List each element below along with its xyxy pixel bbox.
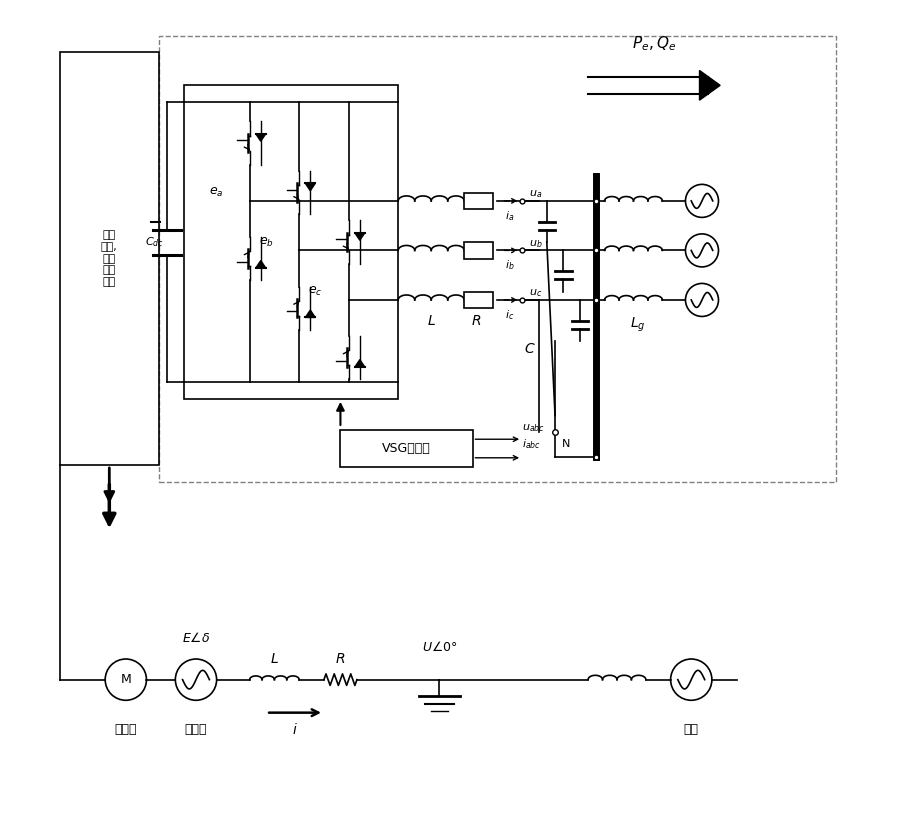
Text: $R$: $R$ bbox=[335, 652, 345, 666]
Text: $u_b$: $u_b$ bbox=[528, 238, 542, 249]
Text: $C_{dc}$: $C_{dc}$ bbox=[145, 235, 164, 249]
Polygon shape bbox=[305, 184, 315, 191]
Text: $L$: $L$ bbox=[270, 652, 279, 666]
Text: $E\angle\delta$: $E\angle\delta$ bbox=[181, 632, 210, 646]
Polygon shape bbox=[354, 360, 364, 367]
Text: 风力
发电,
储能
及变
换器: 风力 发电, 储能 及变 换器 bbox=[101, 230, 118, 287]
Bar bbox=[464, 193, 493, 209]
Polygon shape bbox=[354, 233, 364, 240]
Text: $u_c$: $u_c$ bbox=[528, 288, 541, 299]
Text: 电网: 电网 bbox=[683, 723, 698, 735]
Text: $i_c$: $i_c$ bbox=[505, 308, 514, 322]
Bar bbox=[464, 242, 493, 258]
Text: 原动机: 原动机 bbox=[115, 723, 137, 735]
Polygon shape bbox=[256, 261, 265, 268]
Text: $u_{abc}$: $u_{abc}$ bbox=[521, 422, 545, 434]
Bar bbox=[183, 86, 398, 399]
Text: M: M bbox=[120, 673, 131, 686]
Text: 发电机: 发电机 bbox=[185, 723, 207, 735]
Text: VSG控制器: VSG控制器 bbox=[382, 442, 430, 455]
Text: $L_g$: $L_g$ bbox=[630, 316, 645, 334]
Text: N: N bbox=[561, 439, 569, 449]
Polygon shape bbox=[699, 71, 720, 101]
Text: $e_a$: $e_a$ bbox=[210, 186, 223, 199]
Text: $R$: $R$ bbox=[471, 313, 481, 327]
Bar bbox=[60, 52, 159, 465]
Polygon shape bbox=[256, 134, 265, 141]
Bar bbox=[159, 36, 834, 481]
Text: $C$: $C$ bbox=[524, 342, 536, 356]
Text: $i_a$: $i_a$ bbox=[505, 209, 514, 223]
Polygon shape bbox=[305, 310, 315, 317]
Text: $U\angle 0°$: $U\angle 0°$ bbox=[421, 640, 456, 654]
Bar bbox=[464, 292, 493, 308]
Text: $u_a$: $u_a$ bbox=[528, 189, 541, 200]
Text: $i_{abc}$: $i_{abc}$ bbox=[521, 437, 540, 451]
Text: $e_c$: $e_c$ bbox=[308, 285, 322, 298]
Bar bbox=[340, 430, 472, 467]
Text: $i_b$: $i_b$ bbox=[505, 258, 514, 273]
Text: $i$: $i$ bbox=[292, 721, 298, 736]
Text: $e_b$: $e_b$ bbox=[259, 236, 273, 248]
Text: $P_e,Q_e$: $P_e,Q_e$ bbox=[631, 35, 675, 53]
Text: $L$: $L$ bbox=[426, 313, 435, 327]
